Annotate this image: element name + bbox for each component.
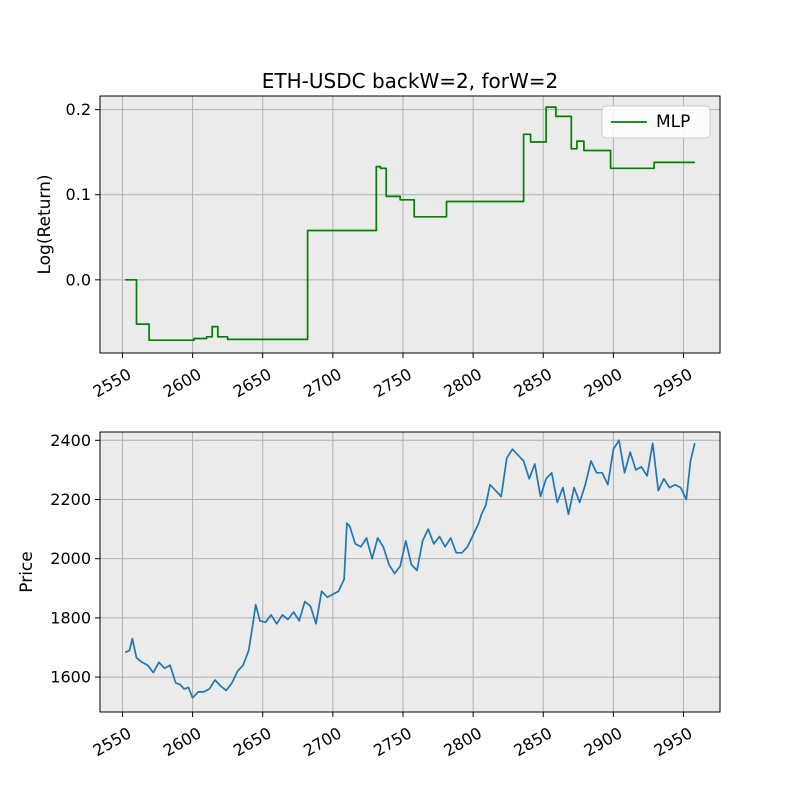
axes-frame: [99, 95, 721, 354]
axes-background: [100, 432, 720, 712]
legend-box: [601, 105, 711, 139]
plot-price: 2550 2600 2650 2700 2750 2800 2850 2900 29501600…: [17, 431, 721, 760]
y-tick-label: 0.0: [66, 270, 91, 289]
legend: MLP: [601, 105, 711, 139]
y-tick-label: 0.1: [66, 185, 91, 204]
plot-log-return: 2550 2600 2650 2700 2750 2800 2850 2900 29500.00…: [35, 69, 721, 401]
y-tick-label: 0.2: [66, 100, 91, 119]
axes-background: [100, 96, 720, 353]
axes-frame: [99, 431, 721, 713]
y-axis-label: Price: [17, 551, 37, 592]
y-tick-label: 1600: [50, 668, 91, 687]
y-tick-label: 2400: [50, 431, 91, 450]
series-line: [124, 439, 696, 699]
y-tick-label: 1800: [50, 608, 91, 627]
chart-title: ETH-USDC backW=2, forW=2: [262, 69, 558, 93]
series-line-mlp: [125, 106, 695, 342]
legend-label: MLP: [656, 112, 690, 132]
y-tick-label: 2200: [50, 490, 91, 509]
y-axis-label: Log(Return): [35, 174, 55, 274]
y-tick-label: 2000: [50, 549, 91, 568]
